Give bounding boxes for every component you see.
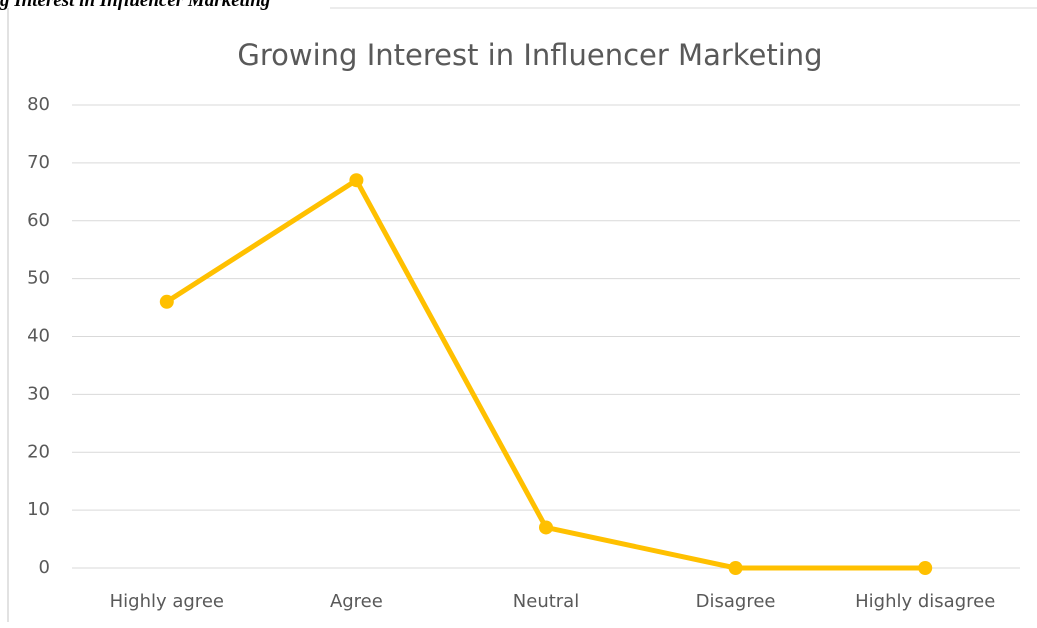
caption: g Interest in Influencer Marketing: [0, 0, 270, 11]
x-tick-label: Highly disagree: [855, 591, 995, 612]
y-tick-label: 40: [27, 326, 50, 347]
y-tick-label: 0: [39, 557, 50, 578]
y-tick-label: 80: [27, 94, 50, 115]
y-tick-label: 60: [27, 210, 50, 231]
x-tick-label: Neutral: [513, 591, 579, 612]
marker: [159, 294, 174, 309]
x-tick-label: Disagree: [696, 591, 776, 612]
y-tick-label: 20: [27, 441, 50, 462]
x-tick-label: Agree: [330, 591, 383, 612]
chart-title: Growing Interest in Influencer Marketing: [237, 38, 822, 72]
marker: [918, 561, 933, 575]
y-tick-label: 10: [27, 499, 50, 520]
marker: [728, 561, 743, 575]
x-tick-label: Highly agree: [110, 591, 224, 612]
marker: [349, 173, 364, 188]
y-tick-label: 70: [27, 152, 50, 173]
y-tick-label: 50: [27, 268, 50, 289]
y-tick-label: 30: [27, 383, 50, 404]
marker: [539, 520, 553, 535]
